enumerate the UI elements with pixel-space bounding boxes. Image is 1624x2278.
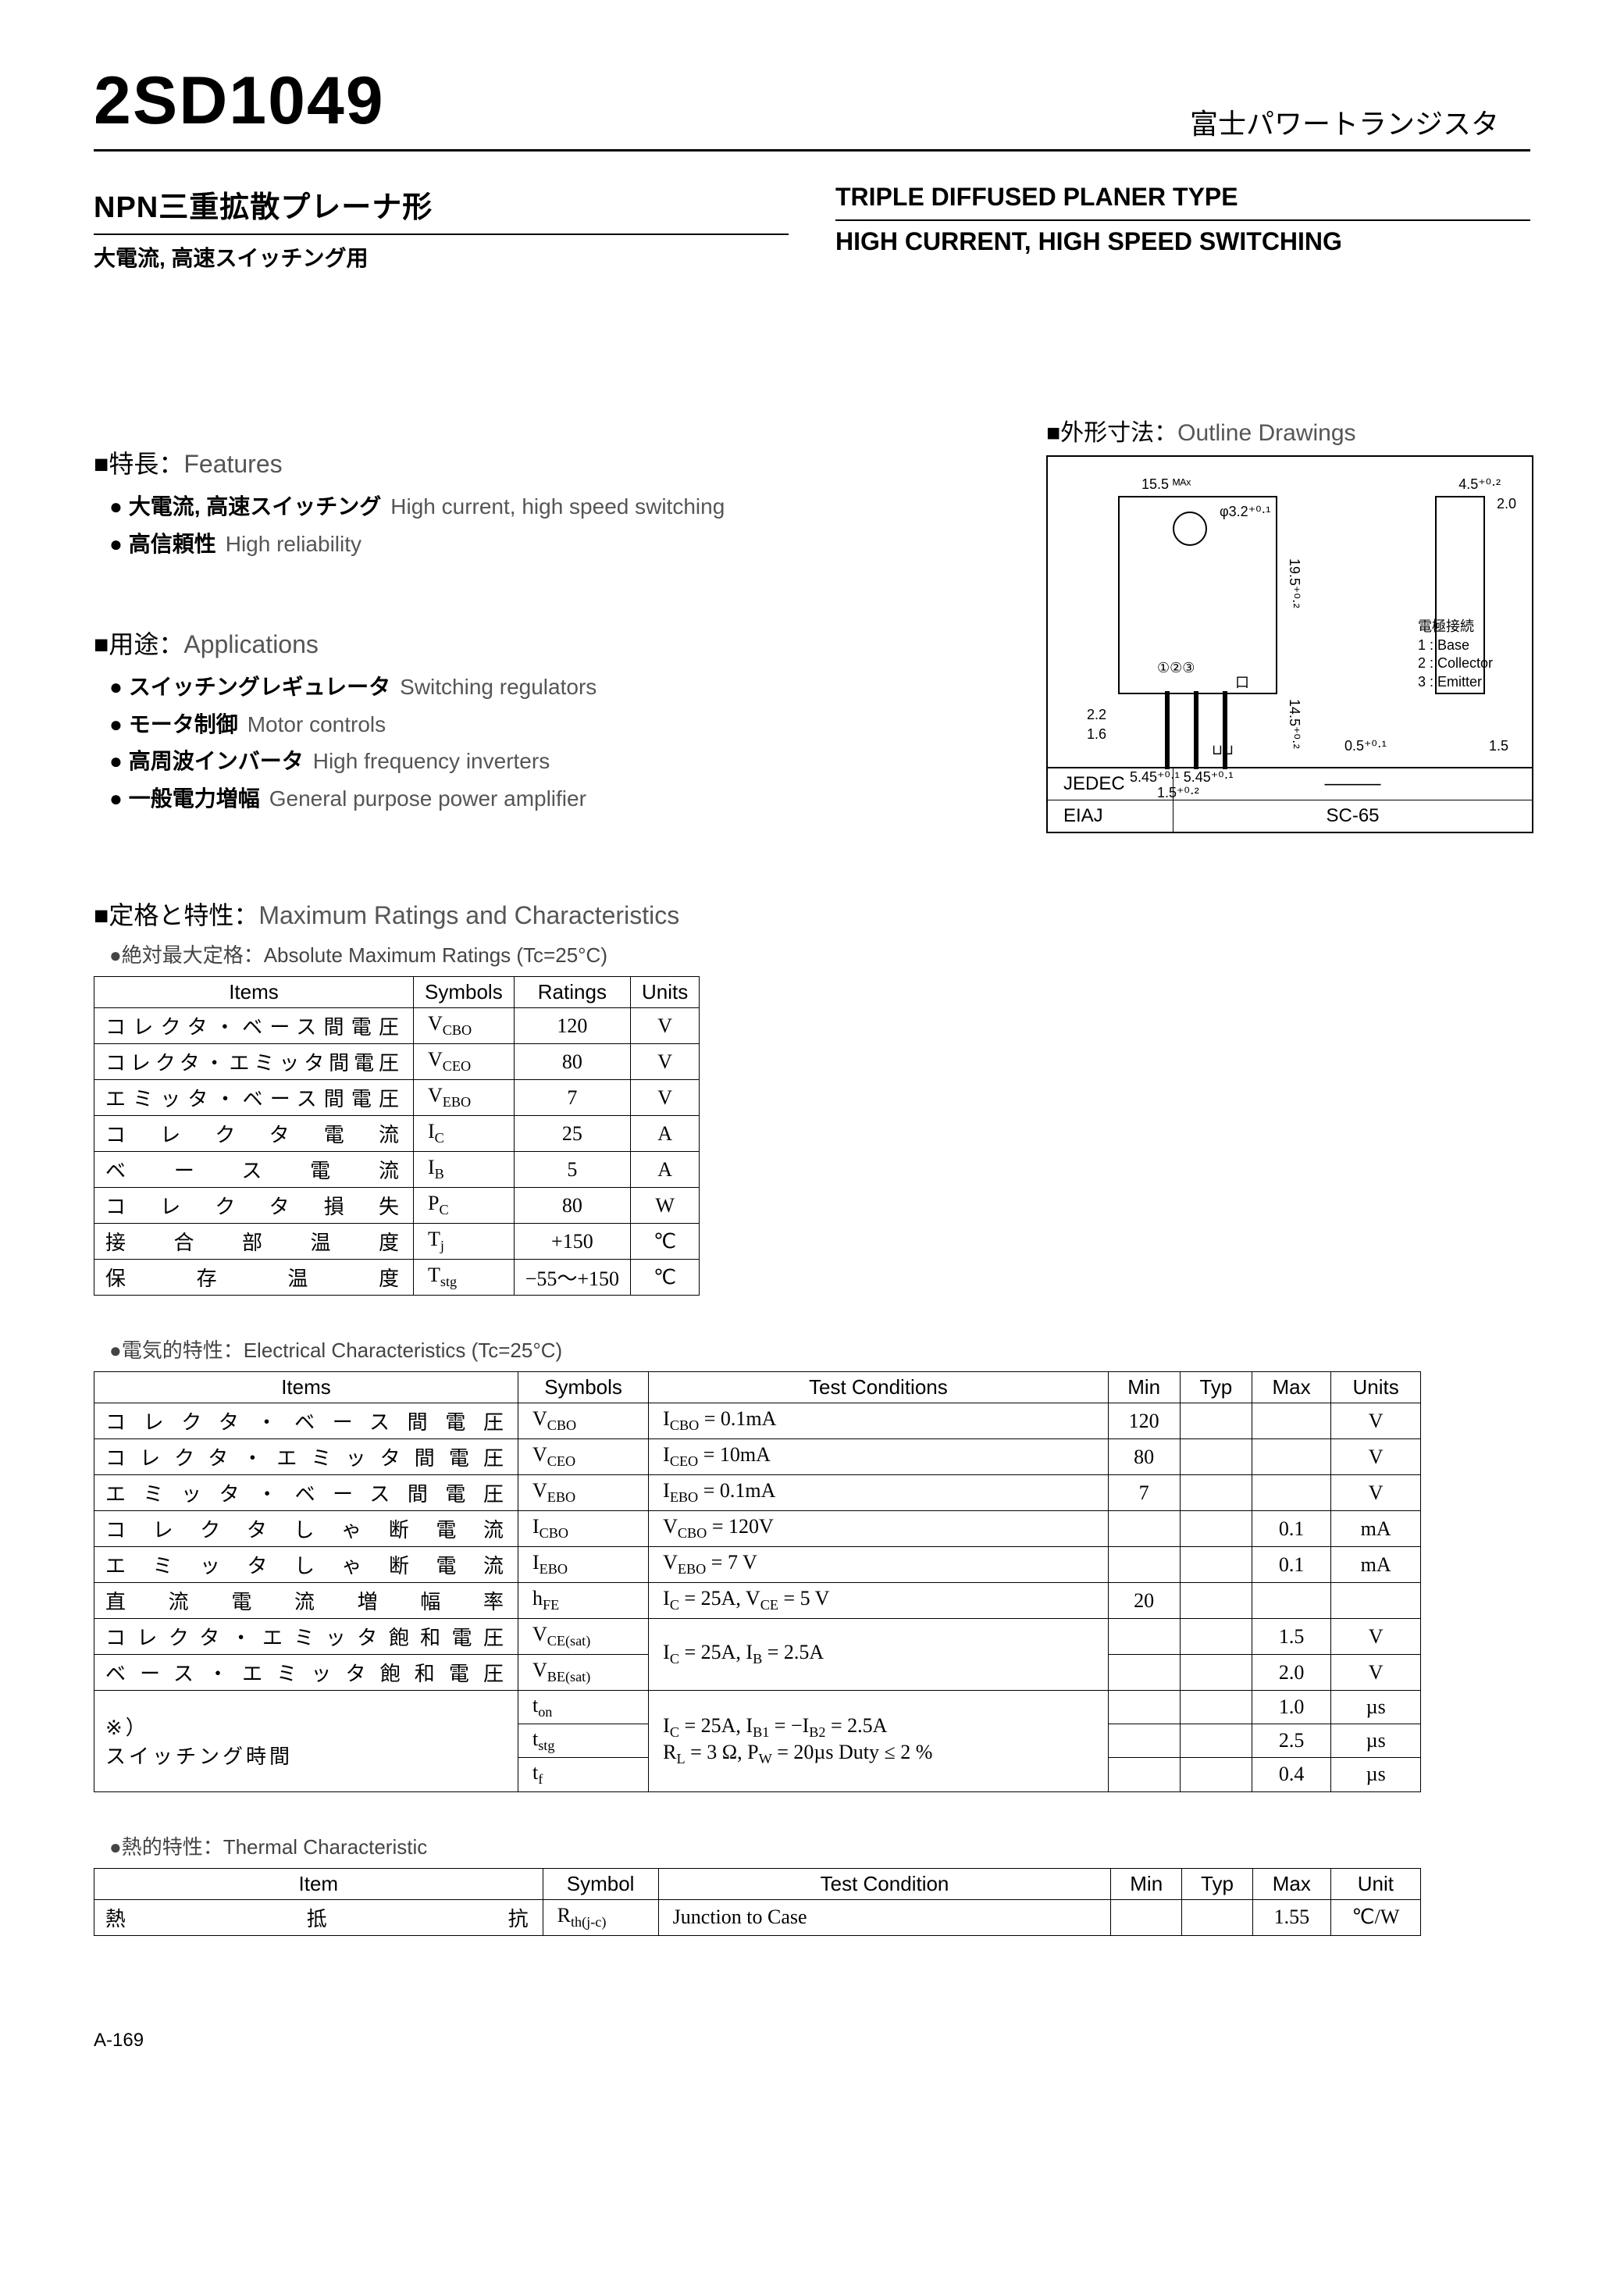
dim-h-upper: 19.5⁺⁰·² <box>1286 558 1303 608</box>
dim-side-t: 1.5 <box>1489 738 1508 754</box>
list-item: 一般電力増幅General purpose power amplifier <box>109 780 1015 818</box>
usage-jp: 大電流, 高速スイッチング用 <box>94 241 789 273</box>
thermal-table: ItemSymbolTest ConditionMinTypMaxUnit熱抵抗… <box>94 1868 1421 1936</box>
pkg-std: JEDEC <box>1048 768 1173 800</box>
abs-max-table: ItemsSymbolsRatingsUnitsコレクタ・ベース間電圧VCBO1… <box>94 976 700 1296</box>
screw-sym: 口 <box>1235 672 1249 692</box>
dim-tab-h: 4.5⁺⁰·² <box>1458 476 1501 493</box>
pin-legend: 電極接続 1 : Base 2 : Collector 3 : Emitter <box>1418 618 1493 691</box>
dim-tab-w: 2.0 <box>1497 496 1516 512</box>
subheader: NPN三重拡散プレーナ形 大電流, 高速スイッチング用 TRIPLE DIFFU… <box>94 183 1530 273</box>
electrical-table: ItemsSymbolsTest ConditionsMinTypMaxUnit… <box>94 1371 1421 1792</box>
dim-lead-a: 2.2 <box>1087 707 1106 723</box>
brand-jp: 富士パワートランジスタ <box>1190 102 1499 142</box>
package-code-table: JEDEC ——— EIAJ SC-65 <box>1048 767 1532 832</box>
list-item: スイッチングレギュレータSwitching regulators <box>109 668 1015 706</box>
type-en: TRIPLE DIFFUSED PLANER TYPE <box>835 183 1530 221</box>
dim-w-body: 15.5 ᴹᴬˣ <box>1141 476 1191 493</box>
list-item: 大電流, 高速スイッチングHigh current, high speed sw… <box>109 488 1015 526</box>
usage-en: HIGH CURRENT, HIGH SPEED SWITCHING <box>835 227 1530 256</box>
features-list: 大電流, 高速スイッチングHigh current, high speed sw… <box>109 488 1015 562</box>
dim-lead-t: 0.5⁺⁰·¹ <box>1344 738 1387 754</box>
page-number: A-169 <box>94 2030 1530 2052</box>
pin-circles: ①②③ <box>1157 660 1195 676</box>
dim-h-lead: 14.5⁺⁰·² <box>1286 699 1303 749</box>
list-item: 高周波インバータHigh frequency inverters <box>109 743 1015 780</box>
outline-drawing-block: ■外形寸法：Outline Drawings 15.5 ᴹᴬˣ φ3.2⁺⁰·¹… <box>1046 413 1530 833</box>
type-jp: NPN三重拡散プレーナ形 <box>94 183 789 235</box>
pkg-code: SC-65 <box>1173 800 1532 832</box>
electrical-note: ●電気的特性：Electrical Characteristics (Tc=25… <box>109 1335 1530 1364</box>
thermal-note: ●熱的特性：Thermal Characteristic <box>109 1831 1530 1860</box>
lead-detail: ⊔⊔ <box>1212 742 1234 758</box>
pkg-code: ——— <box>1173 768 1532 800</box>
abs-max-note: ●絶対最大定格：Absolute Maximum Ratings (Tc=25°… <box>109 939 1530 968</box>
outline-head: ■外形寸法：Outline Drawings <box>1046 413 1530 447</box>
list-item: 高信頼性High reliability <box>109 526 1015 563</box>
applications-head: ■用途：Applications <box>94 625 1015 661</box>
dim-hole: φ3.2⁺⁰·¹ <box>1220 504 1270 520</box>
list-item: モータ制御Motor controls <box>109 706 1015 743</box>
applications-list: スイッチングレギュレータSwitching regulatorsモータ制御Mot… <box>109 668 1015 817</box>
outline-drawing: 15.5 ᴹᴬˣ φ3.2⁺⁰·¹ 4.5⁺⁰·² 2.0 19.5⁺⁰·² 1… <box>1046 455 1533 833</box>
pkg-std: EIAJ <box>1048 800 1173 832</box>
dim-lead-b: 1.6 <box>1087 726 1106 743</box>
ratings-head: ■定格と特性：Maximum Ratings and Characteristi… <box>94 896 1530 932</box>
features-head: ■特長：Features <box>94 444 1015 480</box>
